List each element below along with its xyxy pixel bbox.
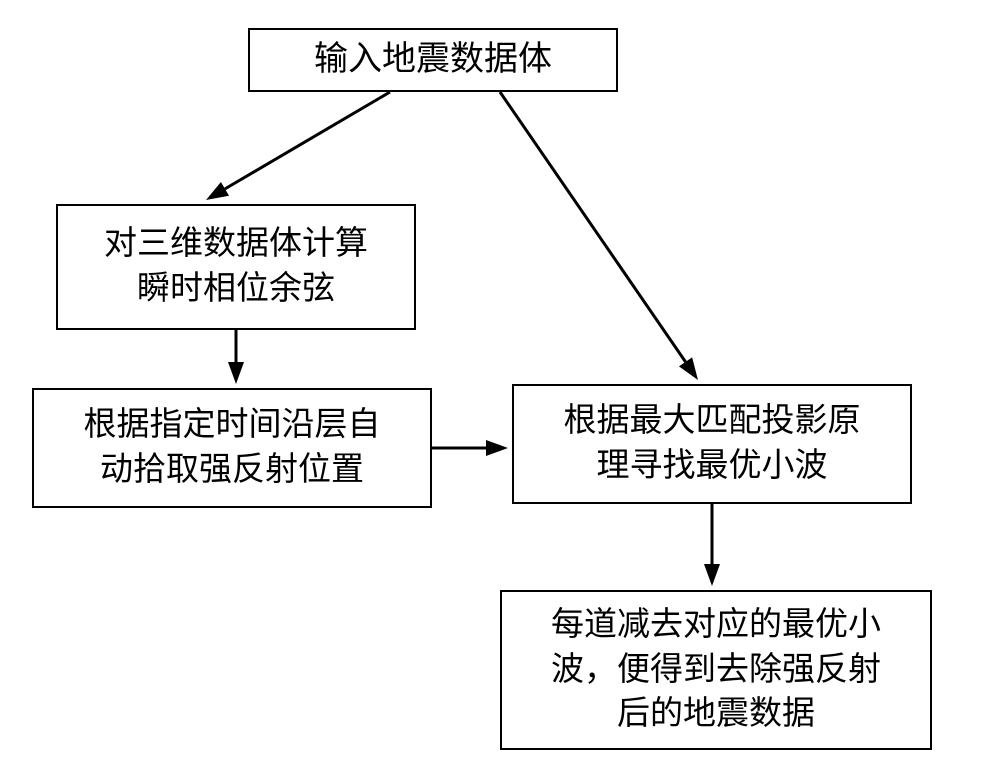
- a-b4-b5-head: [704, 564, 720, 586]
- a-b1-b4-shaft: [500, 92, 686, 362]
- box-find-optimal-wavelet: 根据最大匹配投影原理寻找最优小波: [512, 384, 912, 504]
- a-b1-b4-head: [679, 357, 698, 380]
- box-pick-strong-reflect: 根据指定时间沿层自动拾取强反射位置: [32, 388, 432, 508]
- a-b1-b2-shaft: [225, 92, 390, 189]
- box-compute-phase-cosine: 对三维数据体计算瞬时相位余弦: [56, 204, 416, 330]
- a-b3-b4-head: [486, 440, 508, 456]
- box-input-seismic: 输入地震数据体: [248, 28, 618, 92]
- box-subtract-wavelet: 每道减去对应的最优小波，便得到去除强反射后的地震数据: [500, 590, 932, 750]
- a-b1-b2-head: [206, 182, 229, 200]
- a-b2-b3-head: [228, 362, 244, 384]
